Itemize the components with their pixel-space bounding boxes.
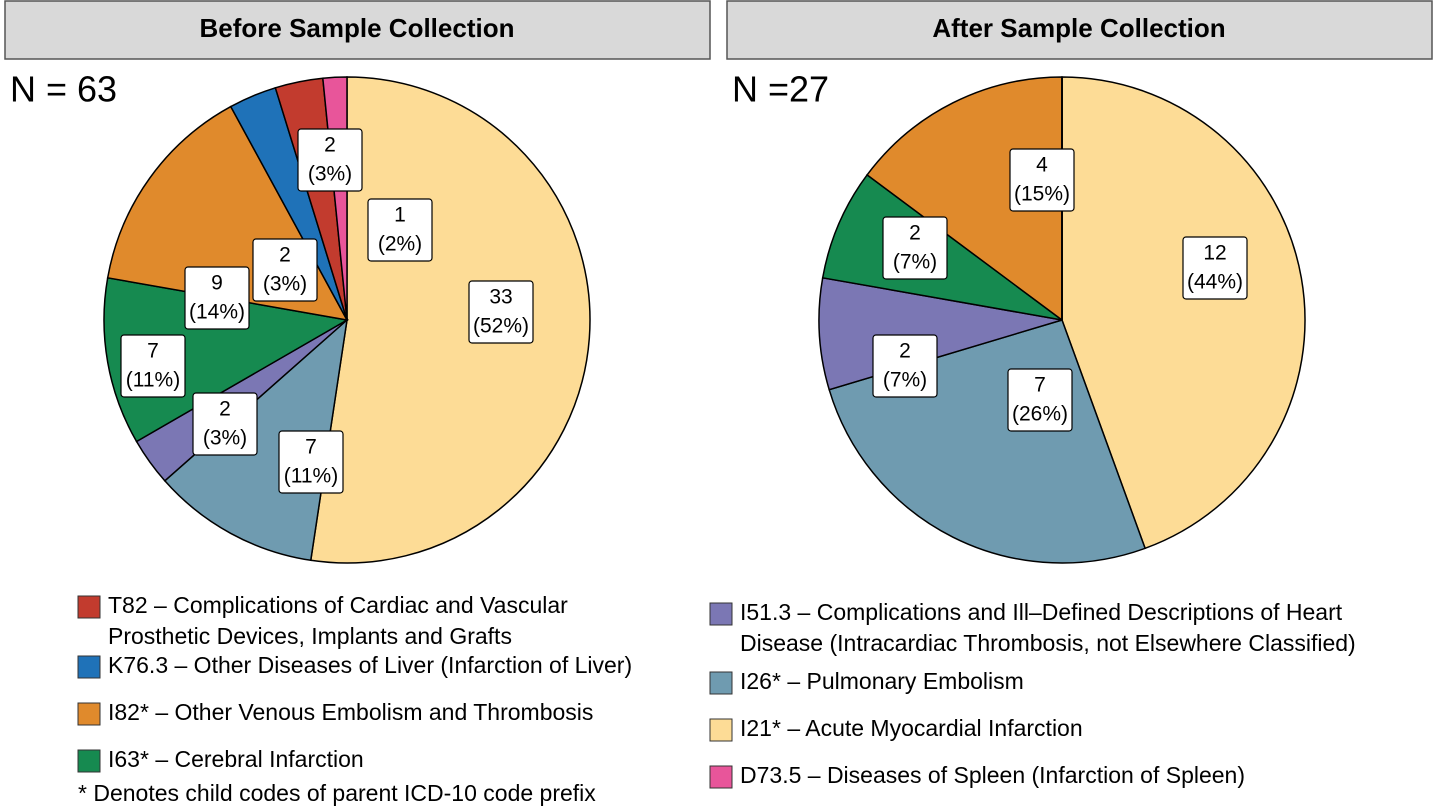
- count-label: 33: [489, 286, 512, 309]
- count-label: 2: [324, 134, 336, 157]
- pie-slice: [1061, 76, 1306, 550]
- label-box: [468, 280, 534, 344]
- legend-label: I82* – Other Venous Embolism and Thrombo…: [108, 699, 593, 725]
- legend-item: T82 – Complications of Cardiac and Vascu…: [77, 592, 568, 649]
- legend-item: I21* – Acute Myocardial Infarction: [709, 715, 1083, 742]
- label-box: [252, 238, 318, 302]
- sample-size: N =27: [732, 69, 829, 110]
- percent-label: (3%): [203, 427, 247, 450]
- legend-label: D73.5 – Diseases of Spleen (Infarction o…: [740, 762, 1245, 788]
- slice-label: 7 (11%): [120, 334, 186, 398]
- legend-label: I51.3 – Complications and Ill–Defined De…: [740, 599, 1343, 625]
- legend-label: K76.3 – Other Diseases of Liver (Infarct…: [108, 652, 632, 678]
- legend-swatch: [709, 765, 733, 789]
- pie-slice: [103, 276, 350, 443]
- count-label: 7: [147, 340, 159, 363]
- count-label: 9: [211, 272, 223, 295]
- legend-swatch: [77, 595, 101, 619]
- count-label: 2: [909, 222, 921, 245]
- count-label: 12: [1203, 242, 1226, 265]
- count-label: 7: [305, 436, 317, 459]
- percent-label: (3%): [263, 273, 307, 296]
- slice-label: 1 (2%): [367, 198, 433, 262]
- legend-swatch: [77, 655, 101, 679]
- legend-label: Prosthetic Devices, Implants and Grafts: [108, 623, 512, 649]
- panel-title: Before Sample Collection: [200, 13, 515, 43]
- legend-label: Disease (Intracardiac Thrombosis, not El…: [740, 630, 1356, 656]
- legend-item: I51.3 – Complications and Ill–Defined De…: [709, 599, 1356, 656]
- slice-label: 2 (3%): [252, 238, 318, 302]
- label-box: [1182, 236, 1248, 300]
- legend-item: I63* – Cerebral Infarction: [77, 746, 364, 773]
- slice-label: 2 (3%): [192, 392, 258, 456]
- percent-label: (2%): [378, 233, 422, 256]
- label-box: [192, 392, 258, 456]
- count-label: 2: [899, 340, 911, 363]
- legend-item: D73.5 – Diseases of Spleen (Infarction o…: [709, 762, 1245, 789]
- legend-swatch: [77, 749, 101, 773]
- count-label: 1: [394, 204, 406, 227]
- slice-label: 2 (3%): [297, 128, 363, 192]
- legend-label: I26* – Pulmonary Embolism: [740, 668, 1024, 694]
- slice-label: 33 (52%): [468, 280, 534, 344]
- sample-size: N = 63: [10, 69, 117, 110]
- legend-item: I26* – Pulmonary Embolism: [709, 668, 1024, 695]
- percent-label: (52%): [473, 315, 529, 338]
- panel-header: [4, 0, 711, 60]
- label-box: [184, 266, 250, 330]
- slice-label: 2 (7%): [872, 334, 938, 398]
- panel-header: [726, 0, 1433, 60]
- legend-label: I21* – Acute Myocardial Infarction: [740, 715, 1083, 741]
- percent-label: (26%): [1012, 403, 1068, 426]
- pie-slice: [866, 76, 1063, 322]
- legend-swatch: [709, 671, 733, 695]
- legend-item: K76.3 – Other Diseases of Liver (Infarct…: [77, 652, 632, 679]
- panel-title: After Sample Collection: [932, 13, 1225, 43]
- count-label: 7: [1034, 374, 1046, 397]
- legend-label: T82 – Complications of Cardiac and Vascu…: [108, 592, 568, 618]
- legend-label: I63* – Cerebral Infarction: [108, 746, 364, 772]
- legend-item: I82* – Other Venous Embolism and Thrombo…: [77, 699, 593, 726]
- label-box: [367, 198, 433, 262]
- legend-swatch: [709, 602, 733, 626]
- percent-label: (14%): [189, 301, 245, 324]
- slice-label: 7 (26%): [1007, 368, 1073, 432]
- percent-label: (11%): [284, 465, 338, 488]
- percent-label: (44%): [1187, 271, 1243, 294]
- percent-label: (3%): [308, 163, 352, 186]
- label-box: [872, 334, 938, 398]
- slice-label: 12 (44%): [1182, 236, 1248, 300]
- label-box: [882, 216, 948, 280]
- label-box: [278, 430, 344, 494]
- slice-label: 9 (14%): [184, 266, 250, 330]
- slice-label: 4 (15%): [1009, 148, 1075, 212]
- percent-label: (11%): [126, 369, 180, 392]
- slice-label: 2 (7%): [882, 216, 948, 280]
- label-box: [1009, 148, 1075, 212]
- footnote: * Denotes child codes of parent ICD-10 c…: [78, 780, 596, 806]
- count-label: 4: [1036, 154, 1048, 177]
- legend-swatch: [77, 702, 101, 726]
- count-label: 2: [219, 398, 231, 421]
- percent-label: (15%): [1014, 183, 1070, 206]
- label-box: [120, 334, 186, 398]
- label-box: [1007, 368, 1073, 432]
- slice-label: 7 (11%): [278, 430, 344, 494]
- label-box: [297, 128, 363, 192]
- legend-swatch: [709, 718, 733, 742]
- percent-label: (7%): [893, 251, 937, 274]
- percent-label: (7%): [883, 369, 927, 392]
- count-label: 2: [279, 244, 291, 267]
